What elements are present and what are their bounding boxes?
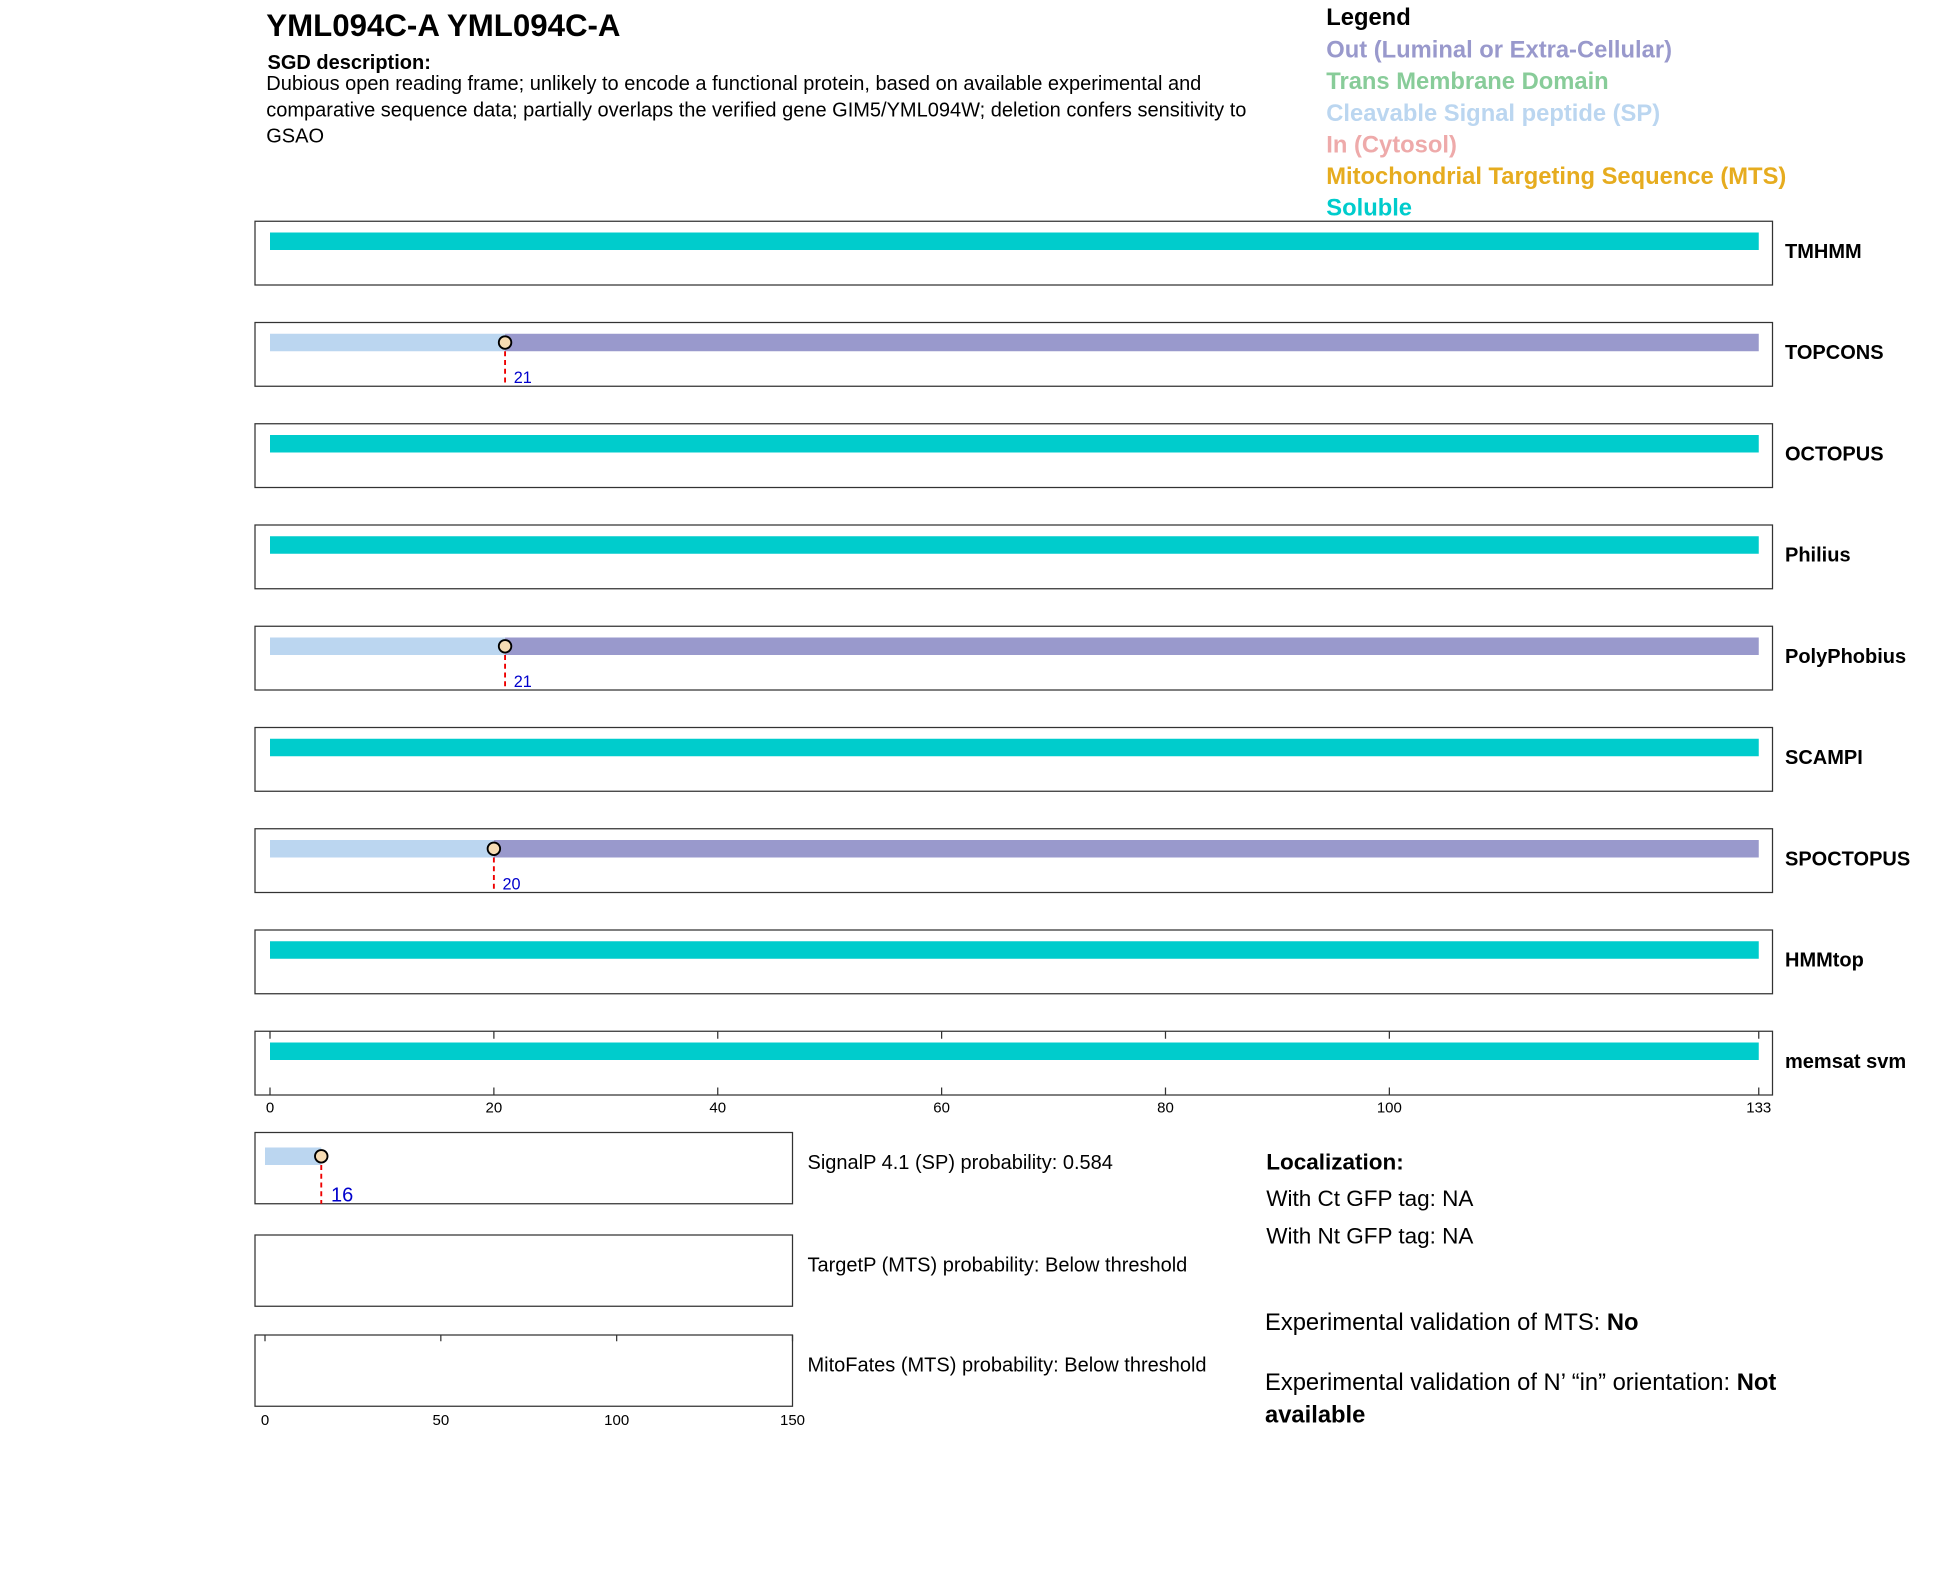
x-tick-label: 0	[266, 1100, 274, 1117]
segment	[505, 637, 1759, 655]
segment	[270, 435, 1759, 453]
track-box	[254, 220, 1774, 286]
track-box	[254, 625, 1774, 691]
track-name: SPOCTOPUS	[1785, 848, 1910, 870]
x-tick-label: 50	[432, 1412, 449, 1429]
nt-gfp: With Nt GFP tag: NA	[1266, 1223, 1473, 1248]
cleavage-label: 16	[331, 1185, 353, 1207]
predictor-text-box: MitoFates (MTS) probability: Below thres…	[807, 1355, 1207, 1377]
legend-item: Mitochondrial Targeting Sequence (MTS)	[1326, 163, 1786, 190]
cleavage-site	[486, 841, 502, 856]
cleavage-site	[497, 639, 513, 654]
segment	[270, 637, 506, 655]
predictor-box	[254, 1334, 794, 1407]
x-tick-label: 20	[486, 1100, 503, 1117]
localization-title: Localization:	[1266, 1150, 1404, 1175]
orientation-box: Experimental validation of N’ “in” orien…	[1265, 1368, 1853, 1433]
orientation-validation: Experimental validation of N’ “in” orien…	[1265, 1368, 1853, 1433]
legend-item: Soluble	[1326, 195, 1412, 222]
orientation-value: Not available	[1265, 1370, 1777, 1429]
cleavage-site	[497, 335, 513, 350]
predictor-box	[254, 1234, 794, 1307]
cleavage-site	[314, 1149, 329, 1164]
mts-box: Experimental validation of MTS: No	[1265, 1308, 1853, 1341]
track-box	[254, 726, 1774, 792]
legend-title: Legend	[1326, 4, 1410, 31]
segment	[270, 232, 1759, 250]
x-tick-label: 0	[261, 1412, 269, 1429]
segment	[270, 1042, 1759, 1060]
track-name: TOPCONS	[1785, 342, 1884, 364]
predictor-text-box: TargetP (MTS) probability: Below thresho…	[807, 1255, 1188, 1277]
mts-validation: Experimental validation of MTS: No	[1265, 1308, 1853, 1341]
track-name: SCAMPI	[1785, 747, 1863, 769]
title: YML094C-A YML094C-A	[266, 8, 620, 43]
track-box	[254, 828, 1774, 894]
x-tick-label: 60	[933, 1100, 950, 1117]
predictor-text: TargetP (MTS) probability: Below thresho…	[807, 1255, 1188, 1277]
segment	[265, 1147, 322, 1165]
mts-label: Experimental validation of MTS:	[1265, 1310, 1607, 1337]
ct-gfp: With Ct GFP tag: NA	[1266, 1186, 1473, 1211]
description-label: SGD description:	[268, 52, 431, 74]
legend-item: Cleavable Signal peptide (SP)	[1326, 100, 1660, 127]
track-name: Philius	[1785, 545, 1851, 567]
track-box	[254, 423, 1774, 489]
x-tick-label: 100	[1377, 1100, 1402, 1117]
x-tick-label: 80	[1157, 1100, 1174, 1117]
legend-item: Trans Membrane Domain	[1326, 68, 1608, 95]
cleavage-label: 20	[502, 875, 520, 893]
segment	[270, 738, 1759, 757]
segment	[270, 840, 494, 858]
description: Dubious open reading frame; unlikely to …	[266, 73, 1247, 148]
predictor-box	[254, 1131, 794, 1205]
track-name: memsat svm	[1785, 1051, 1906, 1073]
orientation-label: Experimental validation of N’ “in” orien…	[1265, 1370, 1737, 1397]
segment	[505, 333, 1759, 352]
track-box	[254, 524, 1774, 590]
predictor-text: SignalP 4.1 (SP) probability: 0.584	[807, 1152, 1113, 1174]
x-tick-label: 40	[709, 1100, 726, 1117]
segment	[270, 536, 1759, 554]
localization: Localization: With Ct GFP tag: NA With N…	[1265, 1150, 1853, 1433]
predictor-text-box: SignalP 4.1 (SP) probability: 0.584	[807, 1152, 1113, 1174]
track-name: OCTOPUS	[1785, 443, 1884, 465]
x-tick-label: 150	[780, 1412, 805, 1429]
segment	[270, 333, 506, 352]
x-tick-label: 100	[604, 1412, 629, 1429]
track-box	[254, 1030, 1774, 1096]
predictor-text: MitoFates (MTS) probability: Below thres…	[807, 1355, 1207, 1377]
segment	[270, 941, 1759, 959]
segment	[493, 840, 1759, 858]
cleavage-label: 21	[514, 673, 532, 691]
cleavage-label: 21	[514, 369, 532, 387]
description-box: Dubious open reading frame; unlikely to …	[266, 73, 1247, 148]
track-name: HMMtop	[1785, 950, 1864, 972]
mts-value: No	[1606, 1310, 1639, 1337]
track-box	[254, 321, 1774, 387]
x-tick-label: 133	[1746, 1100, 1771, 1117]
track-name: PolyPhobius	[1785, 646, 1906, 668]
legend-item: In (Cytosol)	[1326, 131, 1457, 158]
legend-item: Out (Luminal or Extra-Cellular)	[1326, 37, 1672, 64]
track-box	[254, 929, 1774, 995]
track-name: TMHMM	[1785, 241, 1862, 263]
